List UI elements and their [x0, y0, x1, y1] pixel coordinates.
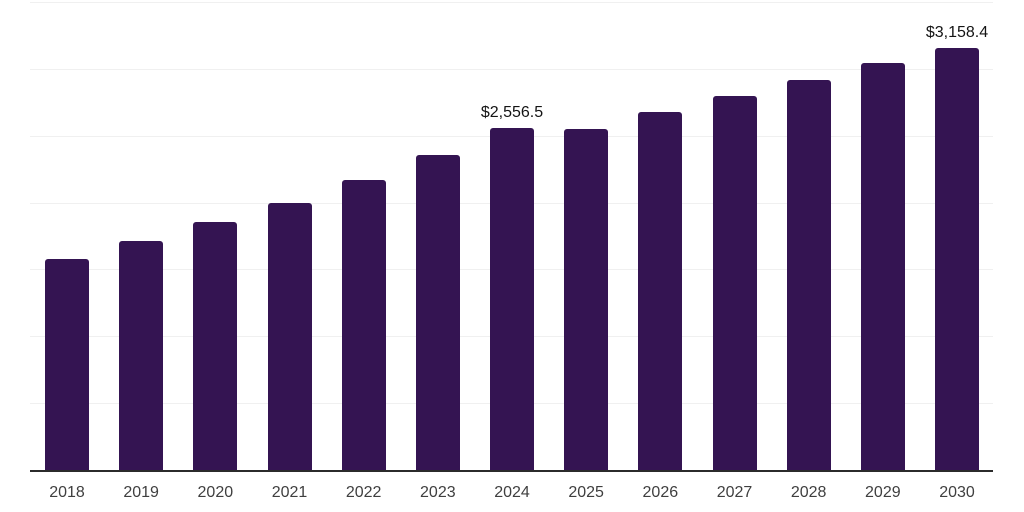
x-axis-label-2022: 2022	[345, 484, 382, 501]
bar-2026	[638, 112, 682, 470]
bar-2018	[45, 259, 89, 470]
bar-2029	[861, 63, 905, 470]
data-label-2030: $3,158.4	[925, 24, 989, 41]
x-axis-label-2027: 2027	[716, 484, 753, 501]
bar-2022	[342, 180, 386, 470]
bar-2030	[935, 48, 979, 470]
x-axis-label-2024: 2024	[494, 484, 530, 501]
gridline	[30, 69, 993, 70]
bar-2027	[713, 96, 757, 470]
bar-2021	[268, 203, 312, 470]
x-axis-label-2026: 2026	[642, 484, 679, 501]
x-axis-label-2021: 2021	[271, 484, 308, 501]
bar-2025	[564, 129, 608, 470]
bar-2023	[416, 155, 460, 470]
bar-2019	[119, 241, 163, 470]
x-axis-label-2018: 2018	[49, 484, 85, 501]
x-axis-label-2023: 2023	[420, 484, 456, 501]
x-axis-label-2028: 2028	[790, 484, 827, 501]
gridline	[30, 2, 993, 3]
bar-2020	[193, 222, 237, 470]
x-axis-label-2025: 2025	[568, 484, 604, 501]
bar-2028	[787, 80, 831, 470]
x-axis-label-2019: 2019	[123, 484, 159, 501]
x-axis-label-2030: 2030	[939, 484, 975, 501]
data-label-2024: $2,556.5	[480, 104, 544, 121]
x-axis-line	[30, 470, 993, 472]
bar-2024	[490, 128, 534, 470]
x-axis-label-2020: 2020	[197, 484, 234, 501]
x-axis-label-2029: 2029	[865, 484, 901, 501]
